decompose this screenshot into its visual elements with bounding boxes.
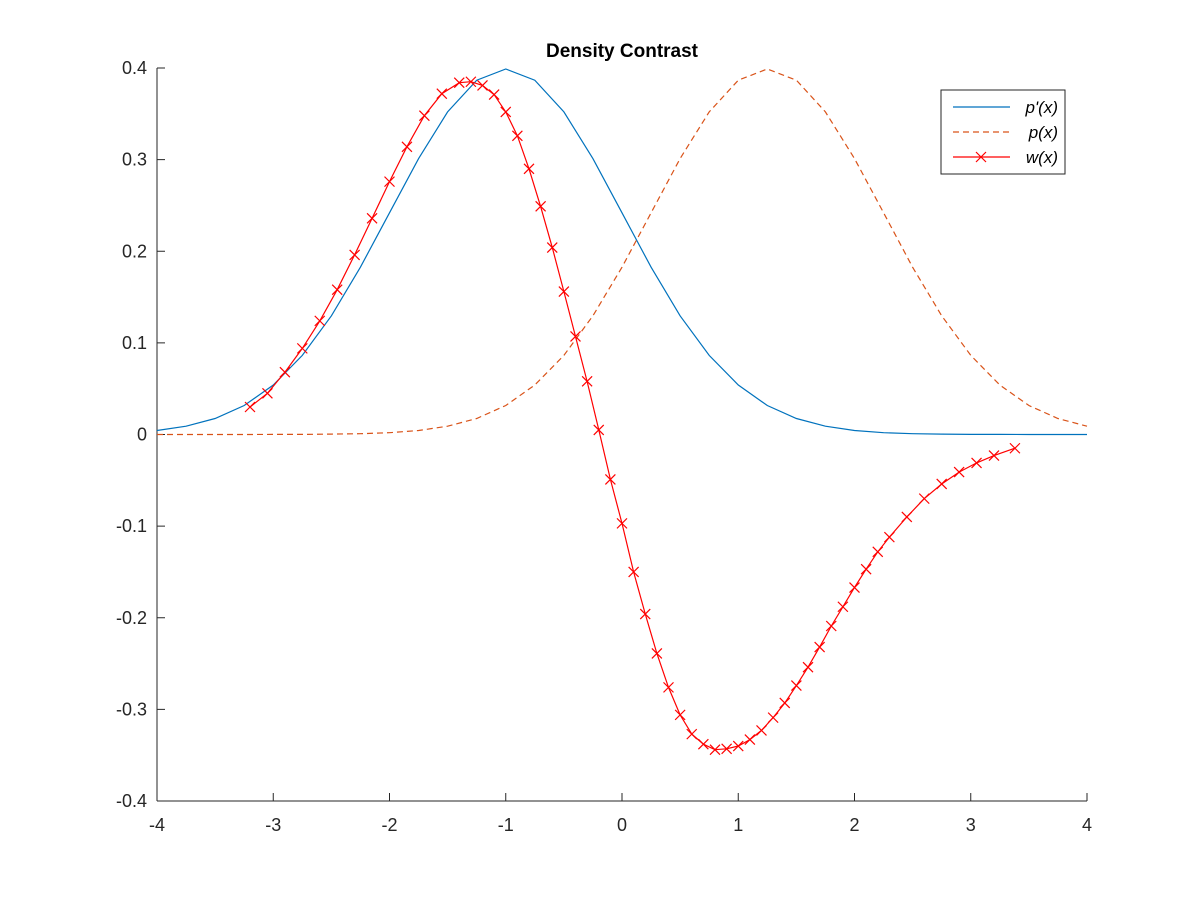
series-marker (581, 375, 593, 387)
y-tick-label: 0.3 (122, 150, 147, 170)
x-tick-label: -1 (498, 815, 514, 835)
series-marker (477, 79, 488, 91)
series-marker (872, 546, 884, 558)
series-marker (674, 709, 686, 721)
series-marker (262, 387, 273, 399)
legend-label: w(x) (1026, 148, 1058, 167)
series-marker (500, 106, 512, 118)
series-marker (349, 249, 361, 261)
x-tick-label: 3 (966, 815, 976, 835)
series-line-2 (157, 68, 1088, 436)
series-marker (918, 493, 930, 505)
y-tick-label: -0.2 (116, 608, 147, 628)
y-tick-label: -0.1 (116, 516, 147, 536)
series-marker (971, 457, 982, 469)
series-marker (511, 130, 523, 142)
series-marker (697, 738, 709, 750)
series-marker (779, 697, 791, 709)
series-marker (767, 712, 779, 724)
series-marker (901, 511, 913, 523)
series-marker (1009, 442, 1021, 454)
x-tick-label: 4 (1082, 815, 1092, 835)
series-marker (436, 88, 448, 100)
series-marker (593, 424, 605, 436)
series-marker (331, 284, 343, 296)
y-tick-label: 0 (137, 425, 147, 445)
series-marker (628, 566, 640, 578)
chart-title: Density Contrast (546, 41, 699, 62)
series-marker (314, 315, 326, 327)
y-tick-label: 0.2 (122, 241, 147, 261)
series-line-3 (249, 81, 1016, 751)
series-marker (384, 176, 395, 188)
series-marker (570, 331, 581, 342)
series-marker (849, 582, 860, 593)
series-marker (953, 466, 965, 478)
series-marker (604, 473, 616, 485)
y-tick-label: 0.1 (122, 333, 147, 353)
series-marker (825, 620, 837, 632)
series-marker (883, 531, 895, 543)
series-marker (453, 77, 465, 89)
series-marker (366, 212, 378, 224)
x-tick-label: -4 (149, 815, 165, 835)
series-marker (860, 563, 872, 575)
series-marker (279, 366, 291, 378)
series-marker (401, 141, 413, 153)
series-marker (418, 110, 430, 122)
legend-marker (975, 151, 987, 163)
legend-label: p(x) (1028, 123, 1058, 142)
series-marker (535, 200, 547, 212)
series-marker (686, 728, 698, 740)
series-marker (802, 661, 814, 673)
series-marker (488, 89, 500, 100)
series-marker (616, 517, 628, 529)
series-marker (732, 740, 744, 752)
series-marker (244, 401, 256, 413)
series-line-1 (156, 68, 1087, 436)
y-tick-label: 0.4 (122, 58, 147, 78)
series-marker (546, 242, 558, 254)
series-marker (744, 734, 756, 746)
x-tick-label: 1 (733, 815, 743, 835)
series-marker (639, 608, 651, 620)
series-marker (756, 725, 767, 736)
series-marker (296, 342, 308, 354)
y-tick-label: -0.3 (116, 699, 147, 719)
series-marker (709, 744, 721, 756)
x-tick-label: -3 (265, 815, 281, 835)
series-marker (936, 478, 948, 490)
series-marker (837, 601, 849, 613)
series-marker (790, 680, 802, 691)
series-marker (814, 641, 826, 653)
series-marker (523, 163, 535, 175)
series-marker (988, 450, 1000, 461)
x-tick-label: 2 (849, 815, 859, 835)
legend: p'(x) p(x) w(x) (940, 89, 1066, 175)
series-marker (465, 76, 477, 88)
x-tick-label: -2 (381, 815, 397, 835)
x-ticks: -4 -3 -2 -1 0 1 2 3 4 (149, 793, 1092, 835)
y-ticks: -0.4 -0.3 -0.2 -0.1 0 0.1 0.2 0.3 0.4 (116, 58, 165, 811)
legend-label: p'(x) (1024, 98, 1058, 117)
x-tick-label: 0 (617, 815, 627, 835)
series-marker (651, 648, 663, 659)
y-tick-label: -0.4 (116, 791, 147, 811)
series-layer (156, 68, 1088, 756)
series-marker (721, 743, 733, 755)
series-marker (558, 286, 570, 297)
series-marker (663, 681, 674, 693)
